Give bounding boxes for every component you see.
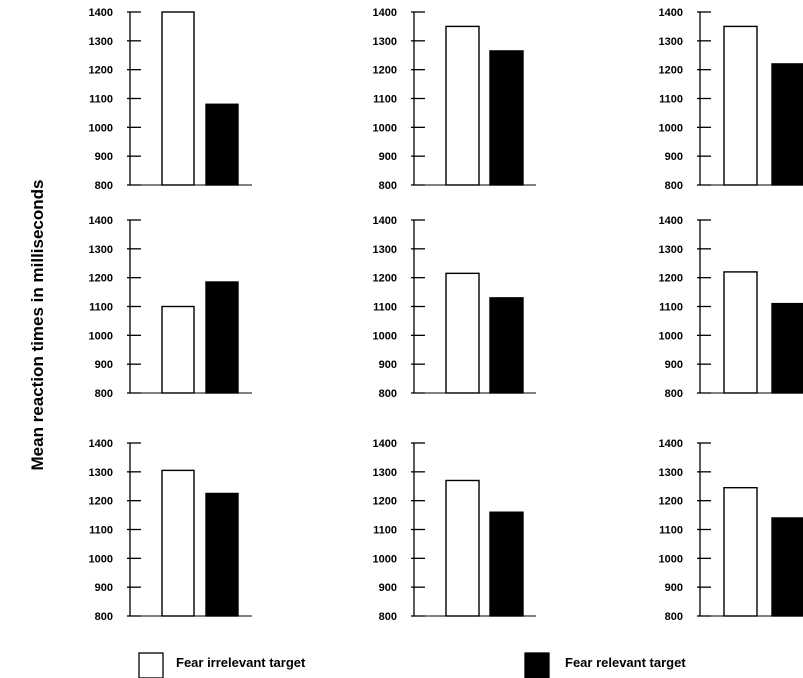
panel-1-tick-label-1100: 1100 bbox=[89, 94, 113, 106]
panel-3-tick-label-1000: 1000 bbox=[659, 122, 683, 134]
panel-8-bar-fear-irrelevant bbox=[445, 479, 480, 617]
panel-3-tick-label-1100: 1100 bbox=[659, 94, 683, 106]
panel-7-tick-label-1000: 1000 bbox=[89, 553, 113, 565]
panel-8-tick-label-900: 900 bbox=[379, 582, 397, 594]
panel-2-tick-label-1000: 1000 bbox=[373, 122, 397, 134]
panel-2-tick-label-1100: 1100 bbox=[373, 94, 397, 106]
panel-4-tick-label-1300: 1300 bbox=[89, 244, 113, 256]
panel-4-tick-label-1000: 1000 bbox=[89, 330, 113, 342]
panel-6-tick-label-1100: 1100 bbox=[659, 302, 683, 314]
panel-8-tick-label-800: 800 bbox=[379, 611, 397, 623]
panel-2-tick-label-800: 800 bbox=[379, 180, 397, 192]
panel-4-tick-label-1400: 1400 bbox=[89, 215, 113, 227]
panel-1-tick-label-900: 900 bbox=[95, 151, 113, 163]
panel-5-tick-label-1200: 1200 bbox=[373, 273, 397, 285]
panel-5-tick-label-1400: 1400 bbox=[373, 215, 397, 227]
panel-8-tick-label-1000: 1000 bbox=[373, 553, 397, 565]
panel-9-tick-label-1300: 1300 bbox=[659, 467, 683, 479]
y-axis-label: Mean reaction times in milliseconds bbox=[28, 180, 47, 471]
panel-3-tick-label-800: 800 bbox=[665, 180, 683, 192]
legend-label-fear-relevant: Fear relevant target bbox=[565, 655, 686, 670]
panel-5-tick-label-1000: 1000 bbox=[373, 330, 397, 342]
panel-3-bar-fear-relevant bbox=[771, 63, 803, 186]
panel-8-bar-fear-relevant bbox=[489, 511, 524, 617]
panel-6-tick-label-800: 800 bbox=[665, 388, 683, 400]
panel-6-tick-label-900: 900 bbox=[665, 359, 683, 371]
panel-5-tick-label-900: 900 bbox=[379, 359, 397, 371]
panel-4-bar-fear-irrelevant bbox=[161, 305, 195, 394]
legend-label-fear-irrelevant: Fear irrelevant target bbox=[176, 655, 306, 670]
panel-3-tick-label-1400: 1400 bbox=[659, 7, 683, 19]
panel-2-bar-fear-relevant bbox=[489, 50, 524, 186]
panel-4-tick-label-800: 800 bbox=[95, 388, 113, 400]
panel-6-bar-fear-relevant bbox=[771, 302, 803, 394]
panel-6-tick-label-1000: 1000 bbox=[659, 330, 683, 342]
panel-5-bar-fear-irrelevant bbox=[445, 272, 480, 394]
panel-5-tick-label-1300: 1300 bbox=[373, 244, 397, 256]
panel-2-tick-label-1300: 1300 bbox=[373, 36, 397, 48]
panel-9-tick-label-1100: 1100 bbox=[659, 525, 683, 537]
panel-9-tick-label-800: 800 bbox=[665, 611, 683, 623]
panel-6-tick-label-1400: 1400 bbox=[659, 215, 683, 227]
panel-2-tick-label-1400: 1400 bbox=[373, 7, 397, 19]
panel-1-tick-label-1000: 1000 bbox=[89, 122, 113, 134]
panel-8-tick-label-1300: 1300 bbox=[373, 467, 397, 479]
panel-4-bar-fear-relevant bbox=[205, 281, 239, 394]
panel-3-tick-label-1200: 1200 bbox=[659, 65, 683, 77]
panel-7-bar-fear-relevant bbox=[205, 492, 239, 617]
panel-3-bar-fear-irrelevant bbox=[723, 25, 758, 186]
panel-3-tick-label-1300: 1300 bbox=[659, 36, 683, 48]
panel-8-tick-label-1100: 1100 bbox=[373, 525, 397, 537]
panel-7-tick-label-1400: 1400 bbox=[89, 438, 113, 450]
panel-7-tick-label-800: 800 bbox=[95, 611, 113, 623]
panel-7-bar-fear-irrelevant bbox=[161, 469, 195, 617]
panel-2-tick-label-900: 900 bbox=[379, 151, 397, 163]
legend: Fear irrelevant target Fear relevant tar… bbox=[138, 652, 686, 678]
legend-swatch-fear-relevant bbox=[524, 652, 550, 678]
panel-4-tick-label-1100: 1100 bbox=[89, 302, 113, 314]
panel-6-tick-label-1200: 1200 bbox=[659, 273, 683, 285]
legend-swatch-fear-irrelevant bbox=[138, 652, 164, 678]
panel-4-tick-label-900: 900 bbox=[95, 359, 113, 371]
panel-9-tick-label-1400: 1400 bbox=[659, 438, 683, 450]
panel-1-tick-label-800: 800 bbox=[95, 180, 113, 192]
panel-6-tick-label-1300: 1300 bbox=[659, 244, 683, 256]
panel-8-tick-label-1200: 1200 bbox=[373, 496, 397, 508]
panel-7-tick-label-1200: 1200 bbox=[89, 496, 113, 508]
panel-2-tick-label-1200: 1200 bbox=[373, 65, 397, 77]
panel-9-tick-label-1000: 1000 bbox=[659, 553, 683, 565]
panel-8-tick-label-1400: 1400 bbox=[373, 438, 397, 450]
panel-9-tick-label-900: 900 bbox=[665, 582, 683, 594]
panel-1-tick-label-1200: 1200 bbox=[89, 65, 113, 77]
panel-4-tick-label-1200: 1200 bbox=[89, 273, 113, 285]
panel-3-tick-label-900: 900 bbox=[665, 151, 683, 163]
panels-grid: 800 900 1000 1100 1200 1300 1400 800 900 1000 1100… bbox=[89, 7, 803, 623]
panel-1-tick-label-1400: 1400 bbox=[89, 7, 113, 19]
panel-6-bar-fear-irrelevant bbox=[723, 271, 758, 394]
panel-7-tick-label-1100: 1100 bbox=[89, 525, 113, 537]
panel-2-bar-fear-irrelevant bbox=[445, 25, 480, 186]
panel-5-bar-fear-relevant bbox=[489, 297, 524, 394]
panel-1-bar-fear-relevant bbox=[205, 103, 239, 186]
panel-1-tick-label-1300: 1300 bbox=[89, 36, 113, 48]
panel-7-tick-label-900: 900 bbox=[95, 582, 113, 594]
panel-5-tick-label-800: 800 bbox=[379, 388, 397, 400]
panel-7-tick-label-1300: 1300 bbox=[89, 467, 113, 479]
panel-5-tick-label-1100: 1100 bbox=[373, 302, 397, 314]
panel-9-bar-fear-irrelevant bbox=[723, 486, 758, 617]
panel-1-bar-fear-irrelevant bbox=[161, 11, 195, 186]
panel-9-bar-fear-relevant bbox=[771, 517, 803, 617]
panel-9-tick-label-1200: 1200 bbox=[659, 496, 683, 508]
